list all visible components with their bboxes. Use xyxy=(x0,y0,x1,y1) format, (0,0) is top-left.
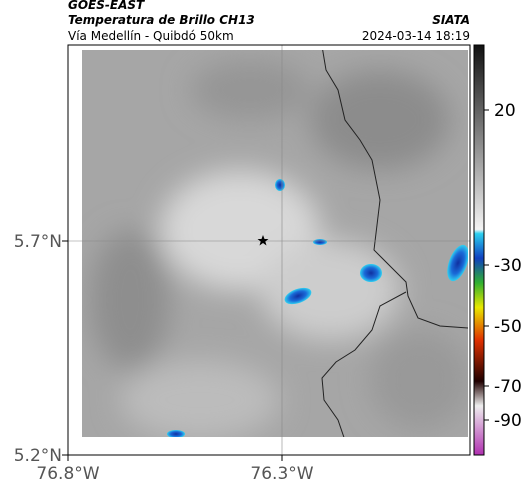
colorbar-tick-label: -70 xyxy=(494,377,522,397)
colorbar-tick-label: 20 xyxy=(494,101,516,121)
datetime: 2024-03-14 18:19 xyxy=(362,29,470,43)
colorbar-tick-label: -30 xyxy=(494,256,522,276)
subtitle: Temperatura de Brillo CH13 xyxy=(68,13,255,27)
title: GOES-EAST xyxy=(68,0,145,12)
lat-tick-label: 5.7°N xyxy=(14,232,62,252)
route: Vía Medellín - Quibdó 50km xyxy=(68,29,234,43)
colorbar-tick-label: -50 xyxy=(494,317,522,337)
source: SIATA xyxy=(432,13,470,27)
lat-tick-label: 5.2°N xyxy=(14,446,62,466)
satellite-image xyxy=(67,44,471,456)
colorbar-tick-label: -90 xyxy=(494,411,522,431)
lon-tick-label: 76.8°W xyxy=(36,464,99,484)
lon-tick-label: 76.3°W xyxy=(250,464,313,484)
colorbar xyxy=(473,44,485,456)
